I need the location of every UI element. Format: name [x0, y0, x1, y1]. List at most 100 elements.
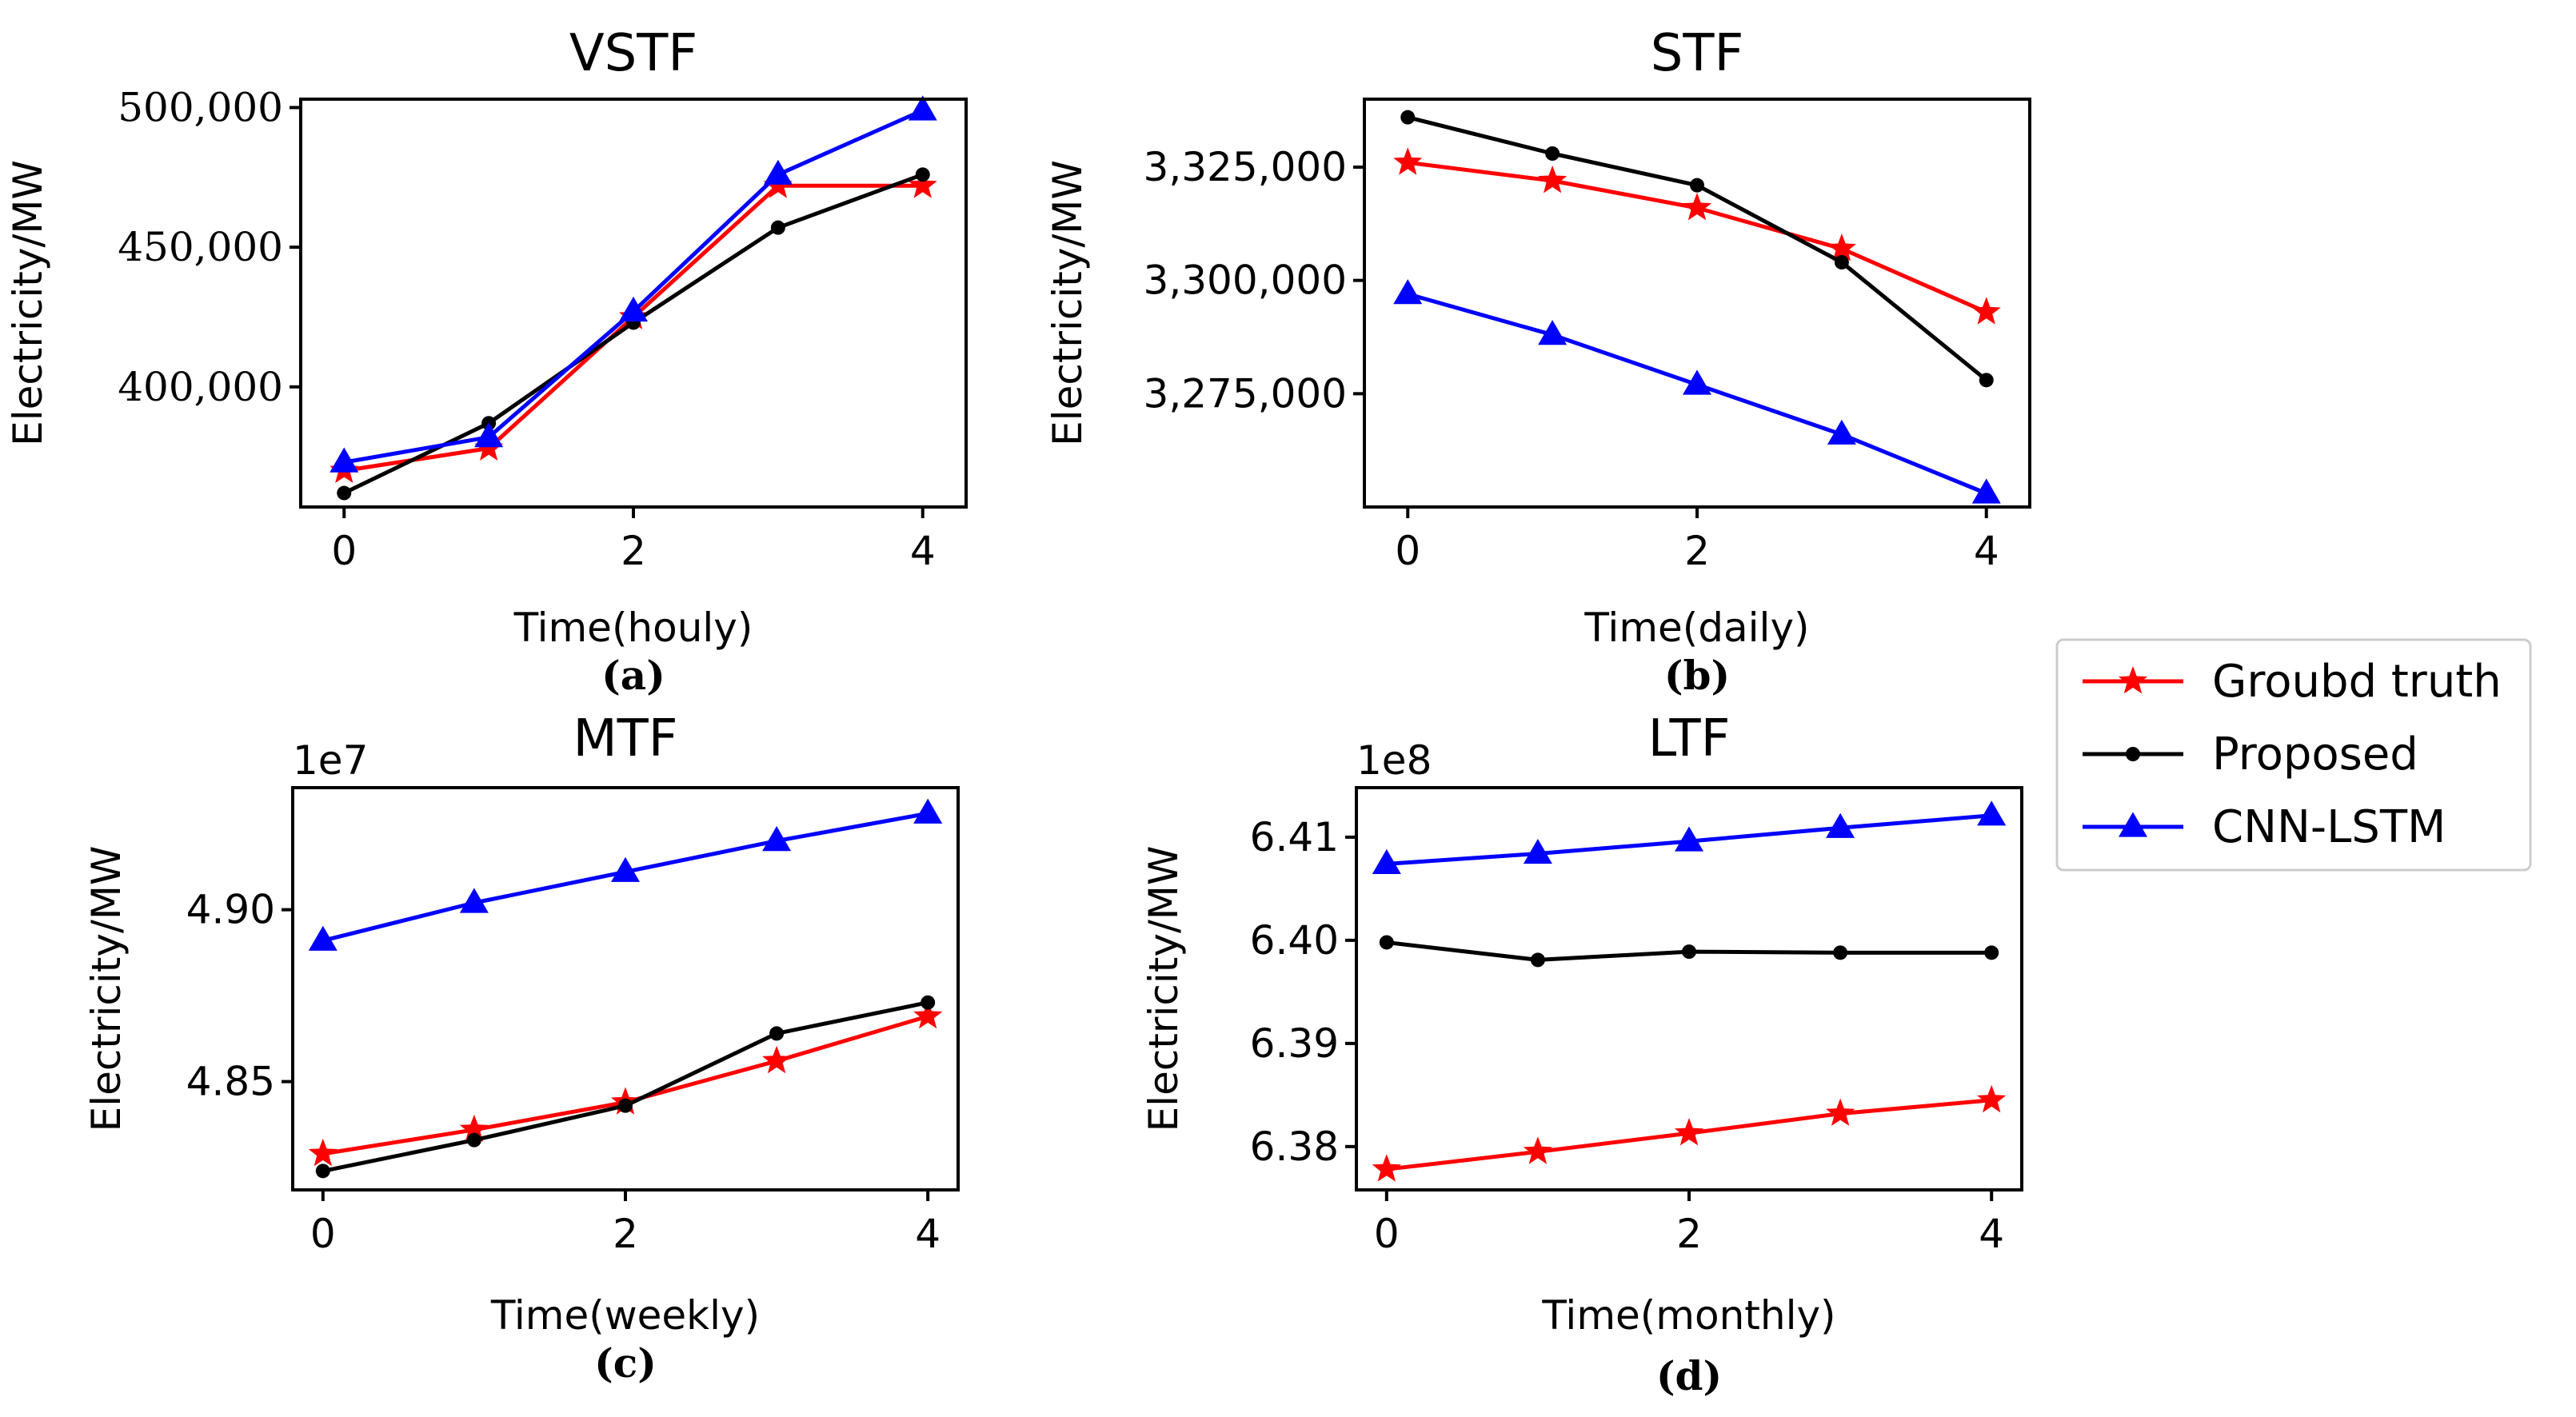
y-offset-label: 1e7 [293, 737, 368, 784]
data-point-truth [459, 1114, 489, 1143]
series-line-proposed [1407, 115, 1988, 382]
y-tick-label: 6.41 [1250, 814, 1339, 860]
legend-item-cnn: CNN-LSTM [2083, 801, 2446, 853]
x-tick-label: 4 [1974, 528, 1999, 574]
plot-frame [291, 786, 960, 1191]
data-point-truth [1523, 1136, 1552, 1164]
x-tick-label: 2 [613, 1211, 638, 1257]
data-point-cnn [1827, 419, 1856, 445]
legend-marker-cnn [2119, 812, 2147, 837]
data-point-proposed [1379, 935, 1394, 950]
x-tick-label: 4 [1979, 1211, 2004, 1257]
y-tick-label: 500,000 [118, 84, 283, 130]
panel-caption: (a) [601, 652, 665, 699]
series-line-truth [322, 1014, 929, 1156]
y-tick-label: 4.90 [186, 887, 275, 933]
x-tick-label: 0 [1395, 528, 1420, 574]
data-point-proposed [1400, 110, 1416, 125]
chart-panel-vstf: VSTF 0 2 4 400,000 450,000 500,000 Time(houly) E… [5, 24, 968, 699]
data-point-cnn [474, 422, 504, 448]
data-point-proposed [315, 1164, 330, 1179]
data-point-proposed [1530, 952, 1545, 968]
legend-box [2055, 638, 2532, 872]
x-axis-label: Time(houly) [513, 605, 753, 651]
legend-label: Groubd truth [2212, 656, 2502, 708]
chart-panel-ltf: LTF 1e8 0 2 4 6.38 6.39 6.40 6.41 Time(monthly) El… [1140, 709, 2023, 1399]
data-point-cnn [1977, 800, 2007, 826]
data-point-cnn [611, 856, 640, 882]
data-point-truth [913, 1000, 943, 1029]
x-axis-label: Time(weekly) [490, 1292, 760, 1339]
panel-caption: (d) [1656, 1352, 1722, 1399]
legend-marker-truth [2118, 666, 2148, 694]
data-point-truth [1971, 297, 2001, 325]
data-point-proposed [1682, 944, 1696, 960]
chart-title: STF [1651, 24, 1744, 83]
data-point-truth [1393, 147, 1423, 175]
data-point-truth [1682, 193, 1712, 221]
data-point-proposed [1833, 945, 1848, 960]
y-axis-label: Electricity/MW [83, 846, 130, 1132]
y-tick-label: 6.40 [1250, 917, 1339, 964]
data-point-proposed [915, 167, 930, 182]
data-point-cnn [308, 925, 337, 951]
panel-caption: (b) [1664, 652, 1730, 699]
y-tick-label: 6.39 [1250, 1020, 1339, 1067]
data-point-truth [1977, 1084, 2007, 1113]
data-point-proposed [337, 485, 352, 501]
data-point-cnn [763, 159, 793, 185]
data-point-proposed [1834, 255, 1849, 269]
x-tick-label: 4 [910, 528, 936, 574]
data-point-cnn [1971, 478, 2001, 504]
x-tick-label: 0 [310, 1211, 336, 1257]
x-tick-label: 2 [621, 528, 646, 574]
data-point-cnn [762, 826, 792, 852]
data-point-cnn [459, 888, 489, 913]
data-point-cnn [1675, 826, 1703, 852]
data-point-cnn [619, 296, 648, 322]
data-point-proposed [1545, 146, 1560, 161]
y-axis-label: Electricity/MW [1044, 160, 1091, 446]
y-tick-label: 6.38 [1250, 1124, 1339, 1170]
data-point-truth [1827, 234, 1856, 261]
data-point-truth [1826, 1098, 1855, 1126]
x-tick-label: 4 [915, 1211, 941, 1257]
legend: Groubd truth Proposed CNN-LSTM [2055, 638, 2532, 872]
x-axis-label: Time(daily) [1584, 605, 1809, 651]
data-point-truth [1538, 166, 1568, 194]
data-point-cnn [1826, 812, 1855, 838]
data-point-cnn [913, 798, 943, 824]
y-tick-label: 3,275,000 [1144, 370, 1347, 417]
chart-panel-mtf: MTF 1e7 0 2 4 4.85 4.90 Time(weekly) Electricity… [83, 709, 960, 1387]
chart-title: VSTF [569, 24, 697, 83]
data-point-proposed [618, 1098, 633, 1113]
y-tick-label: 4.85 [186, 1059, 275, 1105]
y-tick-label: 3,325,000 [1144, 144, 1347, 190]
y-axis-label: Electricity/MW [5, 160, 51, 446]
y-offset-label: 1e8 [1356, 737, 1432, 784]
legend-marker-proposed [2126, 747, 2140, 761]
y-tick-label: 450,000 [118, 224, 283, 270]
data-point-proposed [1690, 178, 1704, 193]
data-point-proposed [770, 220, 785, 235]
data-point-cnn [1393, 279, 1423, 305]
data-point-truth [762, 1045, 792, 1074]
chart-title: LTF [1648, 709, 1731, 768]
data-point-proposed [769, 1026, 785, 1041]
data-point-proposed [921, 995, 936, 1010]
x-tick-label: 2 [1676, 1211, 1702, 1257]
y-tick-label: 400,000 [118, 364, 283, 410]
legend-label: Proposed [2212, 728, 2418, 780]
plot-frame [1363, 98, 2031, 509]
x-tick-label: 0 [1374, 1211, 1400, 1257]
legend-item-truth: Groubd truth [2083, 656, 2502, 708]
data-point-truth [308, 1138, 337, 1167]
data-point-cnn [908, 95, 937, 121]
data-point-proposed [1979, 373, 1994, 388]
data-point-cnn [1538, 320, 1568, 345]
data-point-proposed [466, 1132, 481, 1148]
data-point-truth [1674, 1118, 1704, 1146]
data-point-cnn [329, 447, 359, 473]
x-axis-label: Time(monthly) [1541, 1292, 1835, 1339]
